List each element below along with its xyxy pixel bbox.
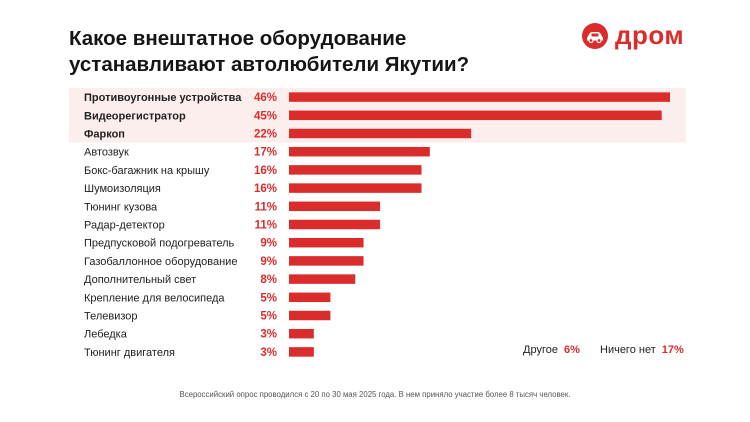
bar — [289, 237, 364, 248]
value-label: 9% — [260, 256, 277, 268]
bar — [289, 347, 314, 357]
category-label: Радар-детектор — [84, 220, 165, 232]
title-line-1: Какое внештатное оборудование — [69, 27, 407, 50]
bar — [289, 292, 331, 303]
value-label: 9% — [260, 238, 277, 250]
category-label: Телевизор — [84, 311, 138, 323]
value-label: 5% — [260, 292, 277, 304]
category-label: Фаркоп — [84, 129, 125, 141]
category-label: Тюнинг кузова — [84, 201, 158, 213]
bar — [289, 256, 364, 266]
category-label: Дополнительный свет — [84, 274, 196, 286]
value-label: 16% — [254, 183, 277, 195]
value-label: 46% — [254, 92, 277, 104]
value-label: 16% — [254, 165, 277, 177]
extra-nothing: Ничего нет 17% — [600, 344, 684, 356]
value-label: 11% — [255, 201, 277, 213]
value-label: 3% — [260, 347, 277, 359]
value-label: 3% — [260, 329, 277, 341]
bar — [289, 128, 472, 139]
bar — [289, 183, 422, 193]
category-label: Шумоизоляция — [84, 183, 161, 195]
bar — [289, 92, 670, 102]
category-label: Предпусковой подогреватель — [84, 238, 235, 250]
value-label: 8% — [260, 274, 277, 286]
drom-logo[interactable]: дром — [581, 20, 684, 51]
category-label: Противоугонные устройства — [84, 92, 242, 104]
category-label: Газобаллонное оборудование — [84, 256, 237, 268]
bar — [289, 165, 422, 175]
chart-title: Какое внештатное оборудование устанавлив… — [69, 26, 469, 78]
category-label: Бокс-багажник на крышу — [84, 165, 210, 177]
category-label: Тюнинг двигателя — [84, 347, 175, 359]
bar — [289, 146, 430, 157]
logo-text: дром — [615, 20, 685, 50]
bar — [289, 201, 381, 212]
category-label: Автозвук — [84, 147, 129, 159]
extra-other: Другое 6% — [523, 344, 580, 356]
extra-nothing-value: 17% — [661, 344, 684, 356]
value-label: 17% — [254, 147, 277, 159]
extra-other-label: Другое — [523, 344, 558, 356]
category-label: Крепление для велосипеда — [84, 292, 225, 304]
value-label: 45% — [254, 110, 277, 122]
bar — [289, 328, 314, 339]
bar — [289, 274, 356, 284]
car-icon — [582, 22, 608, 49]
bar — [289, 110, 662, 121]
bar — [289, 219, 381, 230]
category-label: Лебедка — [84, 329, 128, 341]
extra-nothing-label: Ничего нет — [600, 344, 656, 356]
value-label: 11% — [255, 220, 277, 232]
extra-other-value: 6% — [563, 344, 580, 356]
bar — [289, 310, 331, 321]
title-line-2: устанавливают автолюбители Якутии? — [69, 53, 470, 76]
value-label: 5% — [260, 311, 277, 323]
category-label: Видеорегистратор — [84, 110, 186, 122]
bar-chart: Противоугонные устройства 46% Видеорегистр… — [69, 88, 686, 359]
survey-footnote: Всероссийский опрос проводился с 20 по 3… — [179, 390, 571, 399]
value-label: 22% — [254, 129, 277, 141]
